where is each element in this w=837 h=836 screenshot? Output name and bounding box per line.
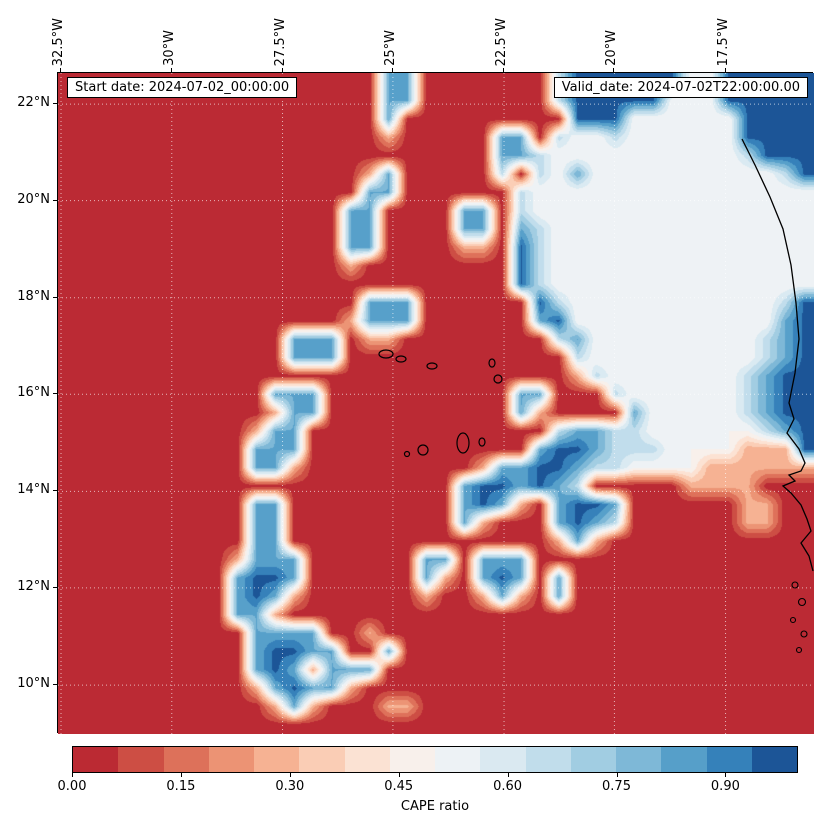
y-tick-mark [53, 490, 57, 492]
colorbar-cell [344, 747, 390, 772]
colorbar-cell [73, 747, 119, 772]
coast-island-outline [795, 646, 803, 654]
island-outline [378, 349, 394, 359]
island-outline [478, 437, 486, 447]
y-tick-label: 20°N [17, 191, 50, 207]
x-axis-top: 32.5°W 30°W 27.5°W 25°W 22.5°W 20°W 17.5°W [0, 0, 837, 68]
colorbar-cell [525, 747, 571, 772]
colorbar-tick-label: 0.30 [275, 779, 305, 794]
colorbar-cell [118, 747, 164, 772]
island-outline [417, 444, 429, 456]
x-tick-mark [281, 68, 283, 72]
colorbar-tick-mark [616, 773, 618, 777]
island-outline [493, 374, 503, 384]
island-outline [403, 450, 411, 458]
colorbar-tick-label: 0.90 [710, 779, 740, 794]
y-tick-label: 16°N [17, 385, 50, 401]
colorbar-cell [616, 747, 662, 772]
coast-island-outline [789, 616, 797, 624]
colorbar-tick-mark [398, 773, 400, 777]
y-tick-mark [53, 393, 57, 395]
colorbar [72, 746, 798, 773]
x-tick-label: 20°W [604, 30, 620, 66]
x-tick-label: 25°W [382, 30, 398, 66]
colorbar-tick-label: 0.60 [493, 779, 523, 794]
colorbar-tick-mark [180, 773, 182, 777]
x-tick-label: 27.5°W [272, 17, 288, 66]
y-tick-label: 14°N [17, 482, 50, 498]
colorbar-cell [163, 747, 209, 772]
island-outline [456, 432, 470, 454]
y-tick-label: 10°N [17, 676, 50, 692]
colorbar-cell [661, 747, 707, 772]
y-tick-label: 18°N [17, 288, 50, 304]
x-tick-label: 17.5°W [715, 17, 731, 66]
colorbar-cell [389, 747, 435, 772]
map-overlay [58, 73, 814, 734]
colorbar-cell [706, 747, 752, 772]
x-tick-label: 30°W [161, 30, 177, 66]
colorbar-tick-label: 0.15 [166, 779, 196, 794]
colorbar-label: CAPE ratio [400, 799, 470, 814]
colorbar-tick-mark [507, 773, 509, 777]
y-tick-mark [53, 586, 57, 588]
x-tick-mark [503, 68, 505, 72]
colorbar-cell [751, 747, 797, 772]
colorbar-cell [435, 747, 481, 772]
x-tick-mark [391, 68, 393, 72]
colorbar-cell [254, 747, 300, 772]
colorbar-tick-mark [289, 773, 291, 777]
y-tick-label: 12°N [17, 578, 50, 594]
coastline [741, 138, 814, 572]
island-outline [426, 362, 438, 370]
island-outline [488, 358, 496, 368]
colorbar-tick-label: 0.00 [57, 779, 87, 794]
colorbar-cell [480, 747, 526, 772]
colorbar-cell [570, 747, 616, 772]
colorbar-tick-mark [725, 773, 727, 777]
x-tick-label: 22.5°W [494, 17, 510, 66]
colorbar-tick-label: 0.75 [602, 779, 631, 794]
colorbar-tick-label: 0.45 [384, 779, 414, 794]
map-plot: Start date: 2024-07-02_00:00:00 Valid_da… [57, 72, 814, 734]
y-tick-mark [53, 684, 57, 686]
x-tick-mark [724, 68, 726, 72]
x-tick-mark [60, 68, 62, 72]
coast-island-outline [791, 581, 799, 589]
cape-ratio-field-heatmap [58, 73, 814, 734]
y-tick-mark [53, 199, 57, 201]
start-date-annotation: Start date: 2024-07-02_00:00:00 [67, 77, 298, 98]
y-tick-mark [53, 103, 57, 105]
valid-date-annotation: Valid_date: 2024-07-02T22:00:00.00 [553, 77, 808, 98]
coast-island-outline [800, 630, 808, 638]
colorbar-cell [208, 747, 254, 772]
colorbar-cell [299, 747, 345, 772]
x-tick-mark [613, 68, 615, 72]
y-axis-left: 22°N 20°N 18°N 16°N 14°N 12°N 10°N [0, 0, 56, 836]
y-tick-mark [53, 296, 57, 298]
y-tick-label: 22°N [17, 95, 50, 111]
coast-island-outline [797, 597, 807, 607]
x-tick-mark [170, 68, 172, 72]
colorbar-tick-mark [72, 773, 73, 777]
island-outline [395, 355, 407, 363]
